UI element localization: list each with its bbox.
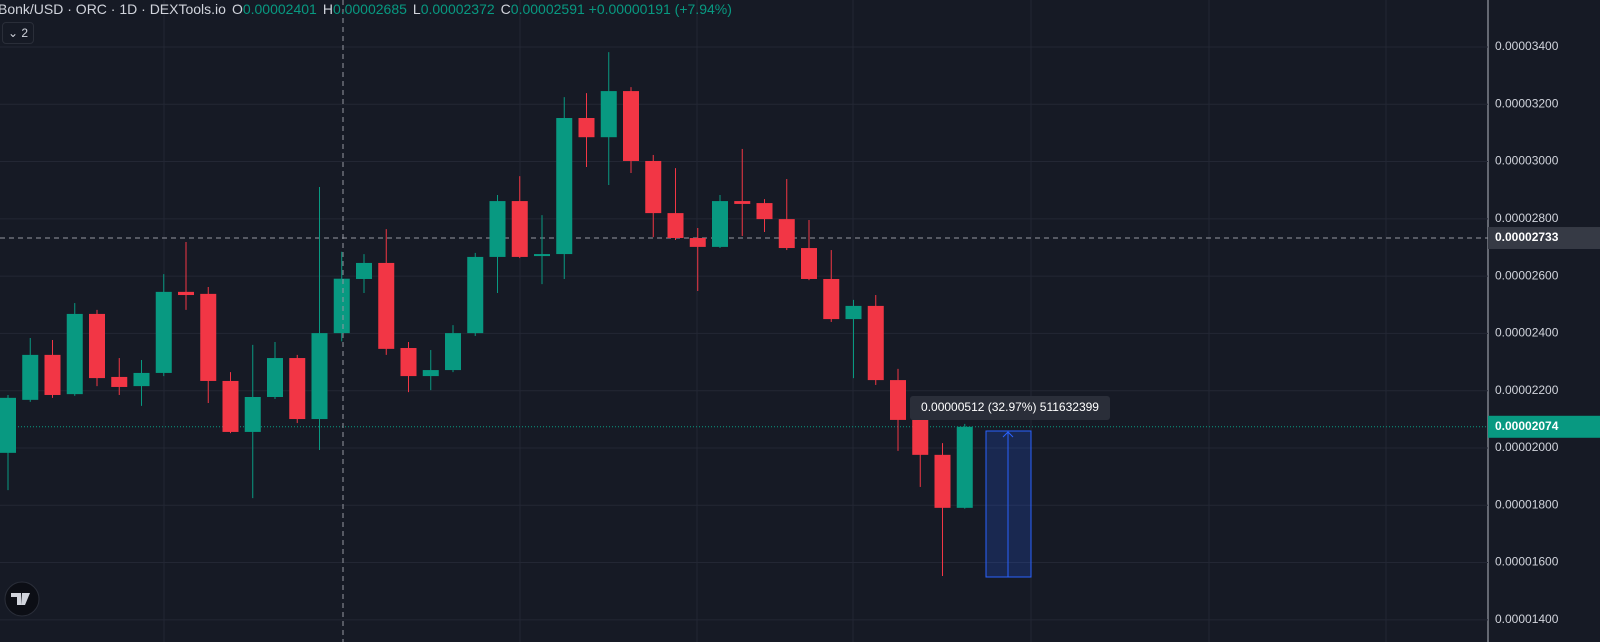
y-tick-label: 0.00001800 — [1495, 497, 1559, 511]
candle-body — [289, 358, 306, 420]
candle-body — [956, 426, 973, 508]
candle-body — [778, 219, 795, 249]
price-labels: 0.00001400 0.00001600 0.00001800 0.00002000… — [1488, 39, 1600, 626]
candle-body — [667, 213, 684, 239]
candle-body — [356, 262, 372, 279]
y-tick-label: 0.00002400 — [1495, 326, 1559, 340]
measure-arrow-head — [1002, 431, 1014, 438]
candle-body — [511, 201, 528, 257]
ohlc-label: L — [412, 1, 421, 17]
change: +0.00000191 (+7.94%) — [588, 1, 732, 17]
candle-body — [111, 376, 128, 387]
candle-body — [890, 380, 906, 420]
ohlc-value: 0.00002372 — [420, 1, 495, 17]
candle-body — [689, 238, 706, 247]
candle-body — [600, 91, 617, 138]
candle-body — [445, 333, 461, 371]
candle-body — [66, 313, 83, 395]
y-tick-label: 0.00002000 — [1495, 440, 1559, 454]
grid — [0, 46, 1488, 621]
candle-body — [378, 262, 395, 349]
indicators-toggle[interactable]: ⌄ 2 — [2, 22, 34, 44]
candle-body — [645, 160, 662, 214]
candle-body — [467, 256, 484, 334]
y-tick-label: 0.00002800 — [1495, 211, 1559, 225]
candle-body — [267, 358, 283, 397]
candle-body — [422, 370, 439, 377]
candle-body — [623, 91, 639, 161]
measure-tool: 0.00000512 (32.97%) 511632399 — [910, 396, 1110, 578]
candle-body — [934, 454, 951, 508]
measure-label-bg — [910, 396, 1110, 420]
logo — [4, 581, 40, 617]
candles — [0, 52, 973, 577]
y-tick-label: 0.00003400 — [1495, 39, 1559, 53]
legend-header: Bonk/USD · ORC · 1D · DEXTools.io O0.0000… — [0, 1, 732, 17]
candle-body — [311, 333, 328, 420]
candle-body — [867, 305, 884, 381]
candle-body — [89, 313, 105, 379]
candle-body — [400, 348, 417, 377]
candle-body — [534, 254, 550, 257]
symbol-title: Bonk/USD · ORC · 1D · DEXTools.io — [0, 1, 226, 17]
ohlc-value: 0.00002591 — [510, 1, 585, 17]
candle-body — [756, 203, 773, 220]
y-tick-label: 0.00001400 — [1495, 612, 1559, 626]
candle-body — [155, 291, 172, 373]
ohlc-label: H — [322, 1, 333, 17]
y-tick-label: 0.00001600 — [1495, 555, 1559, 569]
y-tick-label: 0.00003000 — [1495, 154, 1559, 168]
candle-body — [912, 419, 929, 455]
ohlc: O0.00002401 H0.00002685 L0.00002372 C0.0000… — [226, 1, 585, 17]
ohlc-value: 0.00002685 — [332, 1, 407, 17]
ohlc-label: O — [231, 1, 243, 17]
indicator-count: 2 — [21, 26, 29, 40]
candle-body — [222, 380, 239, 432]
candle-body — [823, 278, 840, 320]
candle-body — [578, 118, 595, 138]
last-price-label: 0.00002074 — [1495, 419, 1559, 433]
ohlc-label: C — [500, 1, 511, 17]
candle-body — [734, 201, 751, 204]
candle-body — [333, 278, 350, 334]
y-tick-label: 0.00002600 — [1495, 268, 1559, 282]
ohlc-value: 0.00002401 — [242, 1, 317, 17]
y-tick-label: 0.00003200 — [1495, 96, 1559, 110]
candle-body — [244, 396, 261, 432]
crosshair-price-label: 0.00002733 — [1495, 230, 1559, 244]
candle-body — [489, 201, 506, 257]
candle-body — [44, 354, 61, 395]
candle-body — [0, 397, 16, 453]
candle-body — [556, 118, 573, 255]
candle-body — [22, 354, 39, 400]
y-tick-label: 0.00002200 — [1495, 383, 1559, 397]
candle-body — [712, 201, 728, 247]
crosshair-price-bg — [1488, 227, 1600, 250]
candle-body — [200, 293, 217, 381]
last-price-bg — [1488, 415, 1600, 438]
candle-body — [133, 372, 150, 387]
candle-body — [801, 248, 817, 279]
measure-label: 0.00000512 (32.97%) 511632399 — [921, 400, 1099, 414]
candle-body — [178, 291, 194, 296]
candle-body — [845, 305, 862, 320]
